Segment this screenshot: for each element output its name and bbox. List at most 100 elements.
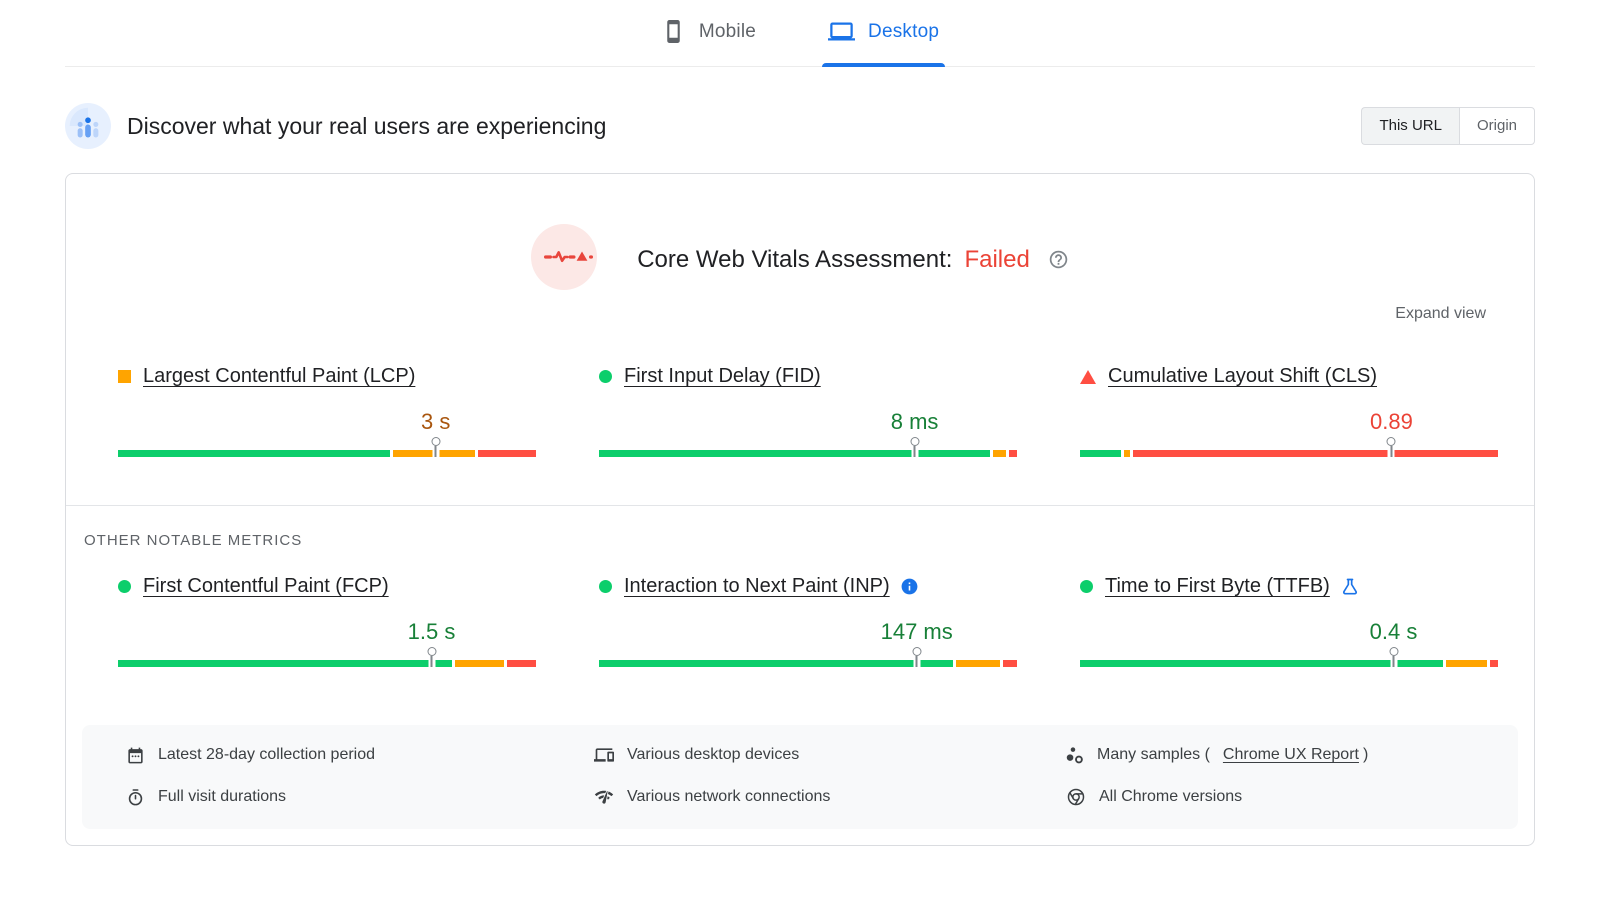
tab-mobile[interactable]: Mobile <box>661 18 756 45</box>
metric-link-inp[interactable]: Interaction to Next Paint (INP) <box>624 575 890 597</box>
poor-segment <box>478 450 537 457</box>
samples-icon <box>1066 746 1084 764</box>
square-bullet-icon <box>118 370 131 383</box>
pin-circle <box>431 437 441 446</box>
good-segment <box>1080 450 1122 457</box>
footer-column-3: Many samples ( Chrome UX Report) All Chrom… <box>1066 739 1518 813</box>
pin-stem <box>1392 656 1395 667</box>
metric-label-row: First Input Delay (FID) <box>599 365 1017 388</box>
footer-item: Many samples ( Chrome UX Report) <box>1066 739 1518 771</box>
chrome-ux-report-link[interactable]: Chrome UX Report <box>1222 746 1359 763</box>
metric-fcp: First Contentful Paint (FCP) 1.5 s <box>118 575 536 668</box>
tab-desktop-label: Desktop <box>868 20 940 42</box>
metric-value-row: 147 ms <box>599 614 1017 645</box>
percentile-marker-pin <box>1389 647 1398 667</box>
metric-value-row: 0.4 s <box>1080 614 1498 645</box>
info-icon[interactable] <box>900 577 919 596</box>
footer-column-2: Various desktop devices Various network c… <box>594 739 1066 813</box>
mobile-icon <box>661 19 686 44</box>
metric-value-cls: 0.89 <box>1369 409 1413 434</box>
percentile-marker-pin <box>427 647 436 667</box>
distribution-bar-ttfb <box>1080 647 1498 668</box>
metric-value-row: 3 s <box>118 404 536 435</box>
pin-circle <box>910 437 920 446</box>
metric-value-ttfb: 0.4 s <box>1369 619 1418 644</box>
footer-item-text: Full visit durations <box>158 788 287 805</box>
metric-link-fcp[interactable]: First Contentful Paint (FCP) <box>143 575 389 597</box>
metric-link-fid[interactable]: First Input Delay (FID) <box>624 365 821 387</box>
footer-item: Various network connections <box>594 781 1066 813</box>
field-data-header: Discover what your real users are experi… <box>65 103 1535 149</box>
poor-segment <box>1002 660 1017 667</box>
pin-stem <box>434 446 437 457</box>
field-data-icon <box>65 103 111 149</box>
metric-label-row: Interaction to Next Paint (INP) <box>599 575 1017 598</box>
metric-label-row: Time to First Byte (TTFB) <box>1080 575 1498 598</box>
metric-link-lcp[interactable]: Largest Contentful Paint (LCP) <box>143 365 416 387</box>
device-tabs: Mobile Desktop <box>65 0 1535 67</box>
metric-value-row: 1.5 s <box>118 614 536 645</box>
metric-value-row: 0.89 <box>1080 404 1498 435</box>
footer-item-text: Many samples ( <box>1097 746 1210 763</box>
pin-circle <box>912 647 922 656</box>
footer-item-text: Latest 28-day collection period <box>158 746 376 763</box>
flask-icon[interactable] <box>1340 577 1360 597</box>
assessment-pulse-icon <box>531 224 598 295</box>
distribution-bar-fcp <box>118 647 536 668</box>
section-divider <box>66 505 1534 506</box>
footer-item: All Chrome versions <box>1066 781 1518 813</box>
poor-segment <box>1133 450 1499 457</box>
pin-circle <box>1389 647 1398 656</box>
pin-stem <box>1390 446 1393 457</box>
percentile-marker-pin <box>1386 437 1396 457</box>
good-segment <box>599 450 991 457</box>
collection-info-footer: Latest 28-day collection period Full visi… <box>82 725 1518 829</box>
footer-item-text: Various desktop devices <box>627 746 800 763</box>
circle-bullet-icon <box>118 580 131 593</box>
poor-segment <box>507 660 536 667</box>
metric-value-fid: 8 ms <box>890 409 939 434</box>
triangle-bullet-icon <box>1080 369 1096 384</box>
core-web-vitals-card: Core Web Vitals Assessment: Failed Expan… <box>65 173 1535 846</box>
metric-ttfb: Time to First Byte (TTFB) 0.4 s <box>1080 575 1498 668</box>
poor-segment <box>1008 450 1017 457</box>
chrome-icon <box>1066 787 1086 807</box>
metric-cls: Cumulative Layout Shift (CLS) 0.89 <box>1080 365 1499 458</box>
metric-label-row: Cumulative Layout Shift (CLS) <box>1080 365 1498 388</box>
tab-mobile-label: Mobile <box>698 20 757 42</box>
page-title: Discover what your real users are experi… <box>127 112 607 139</box>
poor-segment <box>1489 660 1498 667</box>
metric-value-fcp: 1.5 s <box>407 619 456 644</box>
good-segment <box>118 660 452 667</box>
footer-item-suffix: ) <box>1362 746 1369 763</box>
metric-label-row: Largest Contentful Paint (LCP) <box>118 365 536 388</box>
metric-link-ttfb[interactable]: Time to First Byte (TTFB) <box>1105 575 1330 597</box>
footer-item: Latest 28-day collection period <box>126 739 594 771</box>
percentile-marker-pin <box>910 437 920 457</box>
circle-bullet-icon <box>1080 580 1093 593</box>
good-segment <box>1080 660 1443 667</box>
core-metrics-grid: Largest Contentful Paint (LCP) 3 s First I… <box>66 365 1534 458</box>
metric-value-row: 8 ms <box>599 404 1017 435</box>
footer-item-text: All Chrome versions <box>1099 788 1243 805</box>
circle-bullet-icon <box>599 580 612 593</box>
footer-item: Full visit durations <box>126 781 594 813</box>
this-url-button[interactable]: This URL <box>1361 107 1459 145</box>
calendar-icon <box>126 746 145 765</box>
other-metrics-label: OTHER NOTABLE METRICS <box>84 532 303 549</box>
metric-inp: Interaction to Next Paint (INP) 147 ms <box>599 575 1017 668</box>
expand-view-button[interactable]: Expand view <box>1395 305 1486 322</box>
tab-desktop[interactable]: Desktop <box>822 18 946 67</box>
footer-item: Various desktop devices <box>594 739 1066 771</box>
metric-link-cls[interactable]: Cumulative Layout Shift (CLS) <box>1108 365 1378 387</box>
pin-stem <box>430 656 433 667</box>
metric-fid: First Input Delay (FID) 8 ms <box>599 365 1017 458</box>
desktop-icon <box>828 18 856 45</box>
origin-button[interactable]: Origin <box>1458 107 1535 145</box>
metric-lcp: Largest Contentful Paint (LCP) 3 s <box>118 365 537 458</box>
needs-improvement-segment <box>993 450 1006 457</box>
help-icon[interactable] <box>1048 249 1069 270</box>
metric-value-inp: 147 ms <box>880 619 953 644</box>
footer-column-1: Latest 28-day collection period Full visi… <box>126 739 594 813</box>
good-segment <box>599 660 954 667</box>
